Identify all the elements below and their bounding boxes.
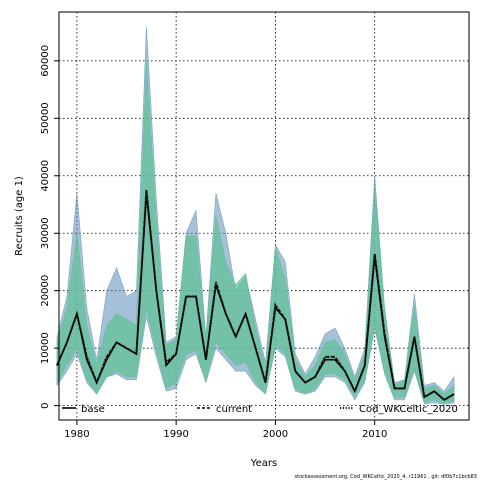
line-Cod_WKCeltic_2020 bbox=[55, 189, 455, 402]
band-Cod_WKCeltic_2020 bbox=[56, 60, 455, 404]
legend-label-current: current bbox=[216, 404, 252, 415]
confidence-bands bbox=[56, 26, 455, 405]
x-tick-label-0: 1980 bbox=[64, 429, 89, 440]
y-tick-label-1: 10000 bbox=[40, 332, 51, 364]
plot-frame bbox=[58, 11, 470, 421]
grid-lines bbox=[59, 12, 469, 420]
x-axis: 1980 1990 2000 2010 bbox=[64, 420, 387, 440]
x-tick-label-2: 2000 bbox=[263, 429, 288, 440]
y-tick-label-0: 0 bbox=[40, 402, 51, 408]
legend-label-Cod_WKCeltic_2020: Cod_WKCeltic_2020 bbox=[359, 404, 458, 415]
y-axis-label: Recruits (age 1) bbox=[14, 176, 25, 256]
y-axis: 0 10000 20000 30000 40000 50000 60000 bbox=[40, 45, 59, 409]
series-lines bbox=[55, 189, 455, 402]
footnote: stockassessment.org, Cod_WKCeltic_2020_4… bbox=[295, 474, 478, 480]
y-tick-label-4: 40000 bbox=[40, 160, 51, 192]
x-tick-label-3: 2010 bbox=[362, 429, 387, 440]
legend-label-base: base bbox=[81, 404, 105, 415]
x-axis-label: Years bbox=[250, 458, 277, 469]
y-tick-label-2: 20000 bbox=[40, 275, 51, 307]
y-tick-label-6: 60000 bbox=[40, 45, 51, 77]
x-tick-label-1: 1990 bbox=[163, 429, 188, 440]
legend: base current Cod_WKCeltic_2020 bbox=[62, 404, 458, 415]
y-tick-label-3: 30000 bbox=[40, 217, 51, 249]
y-tick-label-5: 50000 bbox=[40, 102, 51, 134]
